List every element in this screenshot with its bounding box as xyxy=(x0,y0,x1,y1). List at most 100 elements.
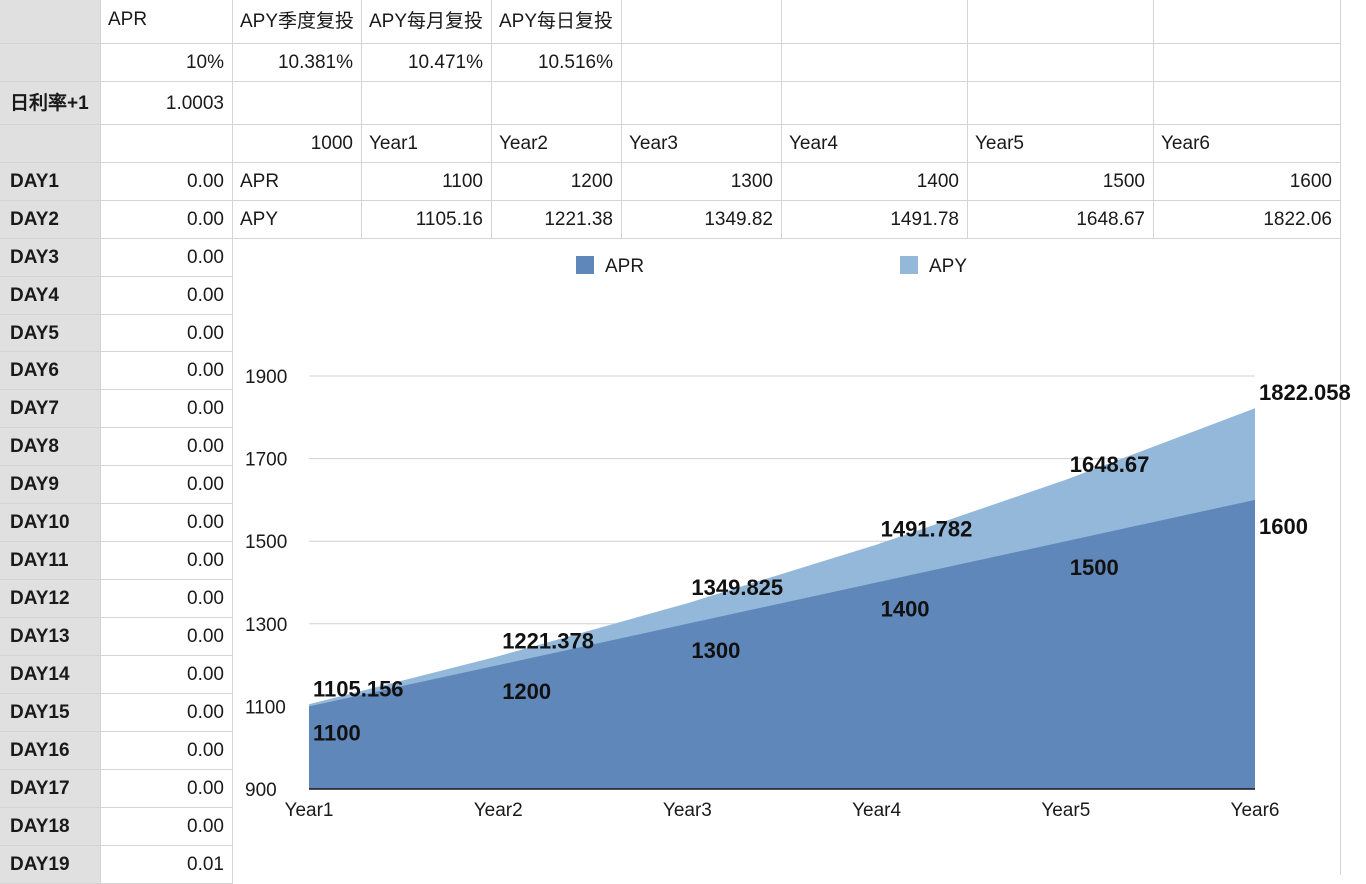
chart-region-border xyxy=(1340,239,1341,875)
x-tick-label: Year2 xyxy=(474,800,523,821)
apr-value-cell[interactable]: 1300 xyxy=(622,163,782,201)
year-header-cell[interactable]: Year1 xyxy=(362,125,492,163)
day-value-cell[interactable]: 0.00 xyxy=(101,580,233,618)
apr-value-cell[interactable]: 1600 xyxy=(1154,163,1341,201)
row-header-day[interactable]: DAY6 xyxy=(0,352,101,390)
row-header-empty[interactable] xyxy=(0,44,101,82)
day-value-cell[interactable]: 0.00 xyxy=(101,542,233,580)
row-header-day[interactable]: DAY9 xyxy=(0,466,101,504)
empty-cell[interactable] xyxy=(101,125,233,163)
row-header-day[interactable]: DAY10 xyxy=(0,504,101,542)
day-value-cell[interactable]: 0.00 xyxy=(101,808,233,846)
principal-cell[interactable]: 1000 xyxy=(233,125,362,163)
empty-cell[interactable] xyxy=(622,82,782,125)
apy-value-cell[interactable]: 1822.06 xyxy=(1154,201,1341,239)
empty-cell[interactable] xyxy=(968,0,1154,44)
empty-cell[interactable] xyxy=(1154,82,1341,125)
empty-cell[interactable] xyxy=(362,82,492,125)
header-apy-daily[interactable]: APY每日复投 xyxy=(492,0,622,44)
day-value-cell[interactable]: 0.01 xyxy=(101,846,233,884)
apy-monthly-cell[interactable]: 10.471% xyxy=(362,44,492,82)
apr-value-cell[interactable]: 1100 xyxy=(362,163,492,201)
y-tick-label: 1100 xyxy=(245,697,286,718)
row-header-empty[interactable] xyxy=(0,125,101,163)
x-tick-label: Year6 xyxy=(1231,800,1280,821)
apy-data-label: 1221.378 xyxy=(502,628,594,653)
day-value-cell[interactable]: 0.00 xyxy=(101,428,233,466)
row-header-day[interactable]: DAY14 xyxy=(0,656,101,694)
header-apy-quarterly[interactable]: APY季度复投 xyxy=(233,0,362,44)
daily-rate-label[interactable]: 日利率+1 xyxy=(0,82,101,125)
apy-data-label: 1349.825 xyxy=(691,575,783,600)
row-header-day[interactable]: DAY15 xyxy=(0,694,101,732)
row-header-day[interactable]: DAY8 xyxy=(0,428,101,466)
apr-value-cell[interactable]: 1500 xyxy=(968,163,1154,201)
row-header-day[interactable]: DAY13 xyxy=(0,618,101,656)
daily-rate-cell[interactable]: 1.0003 xyxy=(101,82,233,125)
year-header-cell[interactable]: Year4 xyxy=(782,125,968,163)
empty-cell[interactable] xyxy=(782,82,968,125)
y-tick-label: 1300 xyxy=(245,615,287,636)
year-header-cell[interactable]: Year2 xyxy=(492,125,622,163)
y-tick-label: 900 xyxy=(245,780,277,801)
empty-cell[interactable] xyxy=(492,82,622,125)
empty-cell[interactable] xyxy=(782,0,968,44)
empty-cell[interactable] xyxy=(968,82,1154,125)
day-value-cell[interactable]: 0.00 xyxy=(101,694,233,732)
apy-quarterly-cell[interactable]: 10.381% xyxy=(233,44,362,82)
empty-cell[interactable] xyxy=(622,44,782,82)
header-apy-monthly[interactable]: APY每月复投 xyxy=(362,0,492,44)
apy-daily-cell[interactable]: 10.516% xyxy=(492,44,622,82)
year-header-cell[interactable]: Year3 xyxy=(622,125,782,163)
day-value-cell[interactable]: 0.00 xyxy=(101,466,233,504)
row-header-day[interactable]: DAY19 xyxy=(0,846,101,884)
row-header-day[interactable]: DAY3 xyxy=(0,239,101,277)
apr-rate-cell[interactable]: 10% xyxy=(101,44,233,82)
row-header-day[interactable]: DAY17 xyxy=(0,770,101,808)
apr-data-label: 1100 xyxy=(313,720,361,745)
row-header-day[interactable]: DAY2 xyxy=(0,201,101,239)
day-value-cell[interactable]: 0.00 xyxy=(101,390,233,428)
empty-cell[interactable] xyxy=(1154,0,1341,44)
empty-cell[interactable] xyxy=(782,44,968,82)
day-value-cell[interactable]: 0.00 xyxy=(101,315,233,352)
apr-value-cell[interactable]: 1400 xyxy=(782,163,968,201)
day-value-cell[interactable]: 0.00 xyxy=(101,277,233,315)
row-header-day[interactable]: DAY11 xyxy=(0,542,101,580)
day-value-cell[interactable]: 0.00 xyxy=(101,239,233,277)
empty-cell[interactable] xyxy=(233,82,362,125)
year-header-cell[interactable]: Year6 xyxy=(1154,125,1341,163)
row-header-day[interactable]: DAY12 xyxy=(0,580,101,618)
apr-data-label: 1400 xyxy=(881,597,930,622)
apr-value-cell[interactable]: 1200 xyxy=(492,163,622,201)
row-header-day[interactable]: DAY1 xyxy=(0,163,101,201)
row-header-day[interactable]: DAY18 xyxy=(0,808,101,846)
header-apr[interactable]: APR xyxy=(101,0,233,44)
row-header-day[interactable]: DAY16 xyxy=(0,732,101,770)
empty-cell[interactable] xyxy=(622,0,782,44)
area-chart[interactable]: 900 1100 1300 1500 1700 1900 Year1 Year2 Year3 Ye… xyxy=(233,239,1366,875)
day-value-cell[interactable]: 0.00 xyxy=(101,504,233,542)
apy-value-cell[interactable]: 1648.67 xyxy=(968,201,1154,239)
year-header-cell[interactable]: Year5 xyxy=(968,125,1154,163)
day-value-cell[interactable]: 0.00 xyxy=(101,163,233,201)
apy-data-label: 1648.67 xyxy=(1070,452,1150,477)
apy-value-cell[interactable]: 1221.38 xyxy=(492,201,622,239)
apr-row-label[interactable]: APR xyxy=(233,163,362,201)
day-value-cell[interactable]: 0.00 xyxy=(101,732,233,770)
apy-row-label[interactable]: APY xyxy=(233,201,362,239)
row-header-day[interactable]: DAY5 xyxy=(0,315,101,352)
apy-value-cell[interactable]: 1349.82 xyxy=(622,201,782,239)
day-value-cell[interactable]: 0.00 xyxy=(101,352,233,390)
empty-cell[interactable] xyxy=(1154,44,1341,82)
day-value-cell[interactable]: 0.00 xyxy=(101,770,233,808)
day-value-cell[interactable]: 0.00 xyxy=(101,656,233,694)
apy-value-cell[interactable]: 1491.78 xyxy=(782,201,968,239)
row-header-day[interactable]: DAY7 xyxy=(0,390,101,428)
row-header-empty[interactable] xyxy=(0,0,101,44)
day-value-cell[interactable]: 0.00 xyxy=(101,618,233,656)
day-value-cell[interactable]: 0.00 xyxy=(101,201,233,239)
row-header-day[interactable]: DAY4 xyxy=(0,277,101,315)
apy-value-cell[interactable]: 1105.16 xyxy=(362,201,492,239)
empty-cell[interactable] xyxy=(968,44,1154,82)
